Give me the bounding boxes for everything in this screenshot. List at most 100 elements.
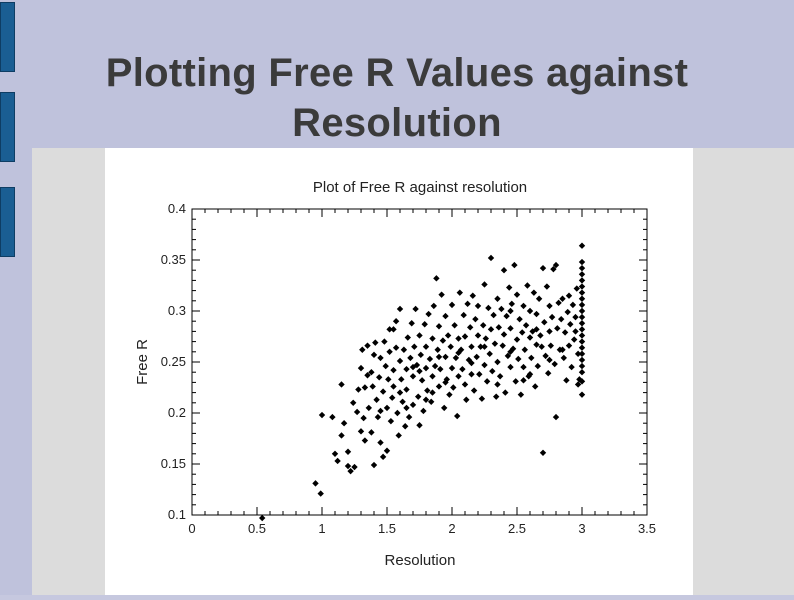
data-point [344,448,352,455]
y-tick-label: 0.35 [161,252,186,267]
data-point [481,343,488,350]
data-point [500,267,508,274]
data-point [572,328,579,335]
data-point [464,300,471,308]
data-point [359,346,366,353]
data-point [535,295,543,302]
data-point [578,271,586,278]
data-point [519,329,526,336]
scatter-chart: Plot of Free R against resolution 0 0.5 1 1… [134,179,656,569]
data-points [259,242,586,522]
data-point [469,292,476,299]
data-point [578,301,586,309]
data-point [451,322,458,329]
data-point [526,307,534,315]
data-point [430,302,437,310]
data-point [403,365,410,373]
data-point [389,394,396,401]
data-point [473,353,480,361]
data-point [422,396,430,403]
data-point [318,411,326,419]
data-point [383,447,391,454]
data-point [552,413,560,421]
data-point [355,386,362,393]
data-point [418,377,426,384]
data-point [485,304,492,312]
data-point [508,300,515,308]
data-point [454,412,461,420]
data-point [377,354,384,362]
data-point [442,312,449,320]
data-point [489,367,496,375]
data-point [526,371,534,378]
data-point [560,354,567,362]
y-tick-labels: 0.1 0.15 0.2 0.25 0.3 0.35 0.4 [161,201,186,522]
data-point [420,407,427,415]
data-point [377,439,384,446]
data-point [565,292,573,299]
data-point [390,326,397,333]
data-point [442,379,449,386]
data-point [444,332,452,339]
data-point [480,322,487,329]
x-tick-label: 2.5 [508,521,526,536]
data-point [431,362,439,370]
data-point [563,377,570,384]
data-point [578,362,586,370]
data-point [533,326,540,333]
data-point [369,383,376,390]
data-point [578,332,586,339]
data-point [559,346,566,353]
data-point [400,346,408,353]
x-tick-label: 0 [188,521,195,536]
data-point [468,371,475,378]
side-tab-2 [0,92,15,162]
data-point [353,408,361,416]
data-point [507,325,514,332]
data-point [387,417,395,425]
data-point [361,384,369,391]
data-point [511,261,518,269]
data-point [507,307,514,315]
data-point [372,339,379,346]
data-point [441,404,448,412]
data-point [564,308,571,316]
data-point [502,389,509,396]
data-point [416,422,423,429]
data-point [568,363,575,371]
data-point [429,389,436,396]
data-point [399,398,406,405]
data-point [382,362,389,370]
data-point [455,373,462,380]
data-point [434,346,441,353]
data-point [398,376,405,383]
data-point [530,289,538,296]
data-point [550,265,557,273]
data-point [522,322,530,329]
axis-ticks [191,208,648,516]
data-point [561,329,569,336]
data-point [537,332,544,339]
data-point [390,366,397,374]
data-point [461,381,469,388]
data-point [578,313,586,321]
data-point [578,264,586,272]
data-point [546,356,553,364]
data-point [379,453,387,461]
data-point [494,358,501,366]
data-point [422,364,430,372]
slide-title-line-1: Plotting Free R Values against [105,51,689,95]
data-point [425,310,432,318]
data-point [551,360,558,368]
data-point [516,315,523,323]
data-point [547,342,554,349]
data-point [455,349,462,357]
data-point [396,389,404,396]
data-point [448,301,456,309]
data-point [448,364,456,372]
data-point [546,302,553,310]
data-point [403,404,410,412]
data-point [350,399,357,406]
data-point [357,428,365,435]
x-tick-label: 2 [448,521,455,536]
